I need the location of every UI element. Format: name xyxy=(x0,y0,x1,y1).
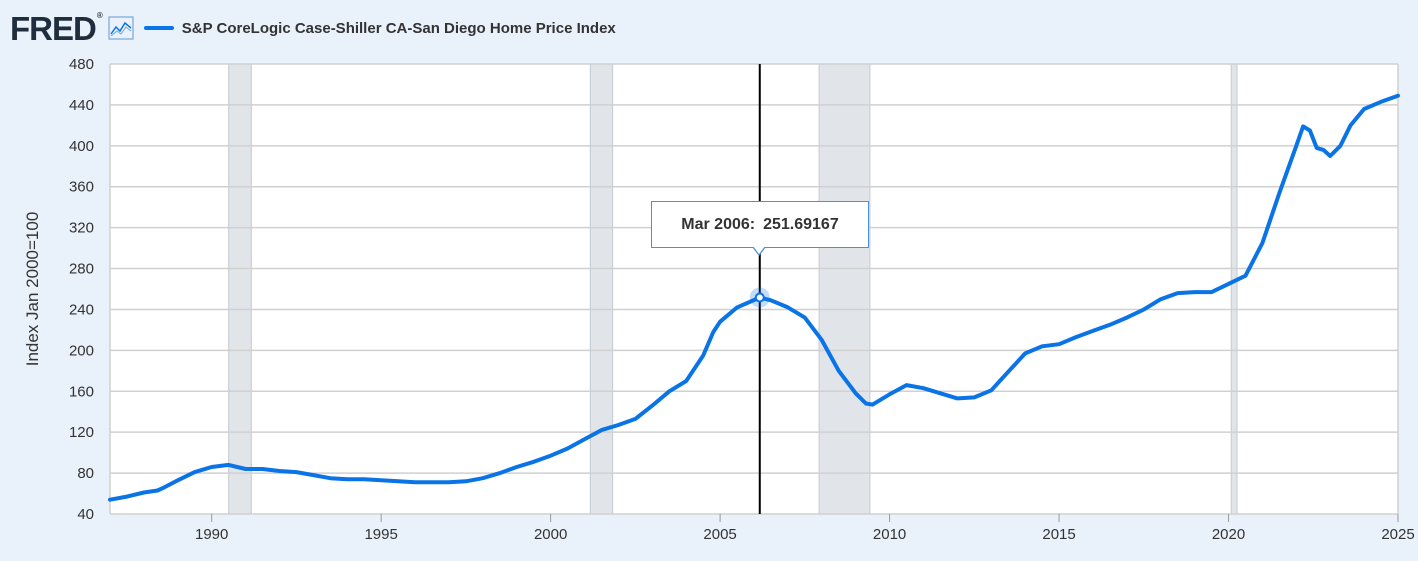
x-tick-label: 2005 xyxy=(703,526,736,543)
highlight-point-layer xyxy=(749,287,770,308)
y-tick-label: 360 xyxy=(69,179,94,196)
y-tick-label: 280 xyxy=(69,261,94,278)
y-tick-label: 240 xyxy=(69,301,94,318)
y-tick-label: 160 xyxy=(69,383,94,400)
series-line-0[interactable] xyxy=(108,93,1400,502)
recession-band-0 xyxy=(228,63,252,515)
y-tick-label: 200 xyxy=(69,342,94,359)
y-tick-label: 80 xyxy=(77,465,94,482)
chart-header: FRED® S&P CoreLogic Case-Shiller CA-San … xyxy=(10,10,616,46)
x-tick-label: 2000 xyxy=(534,526,567,543)
x-tick-label: 2025 xyxy=(1381,526,1414,543)
tooltip-date: Mar 2006: xyxy=(681,215,756,233)
y-tick-label: 480 xyxy=(69,56,94,73)
fred-graph-icon xyxy=(108,16,134,40)
gridlines xyxy=(109,63,1399,515)
x-tick-label: 2020 xyxy=(1212,526,1245,543)
y-tick-label: 120 xyxy=(69,424,94,441)
x-tick-label: 2015 xyxy=(1042,526,1075,543)
fred-logo-reg: ® xyxy=(96,10,103,20)
x-axis-ticks: 1990 1995 2000 2005 2010 2015 2020 2025 xyxy=(195,514,1415,543)
plot-area xyxy=(110,64,1398,514)
recession-band-2 xyxy=(818,63,871,515)
y-tick-label: 40 xyxy=(77,506,94,523)
tooltip-arrow-inner xyxy=(753,246,765,254)
legend-series-label: S&P CoreLogic Case-Shiller CA-San Diego … xyxy=(181,19,616,37)
x-tick-label: 2010 xyxy=(873,526,906,543)
recession-band-3 xyxy=(1230,63,1238,515)
highlight-point[interactable] xyxy=(754,292,765,303)
fred-logo[interactable]: FRED® xyxy=(10,9,103,47)
y-tick-label: 440 xyxy=(69,97,94,114)
y-axis-ticks: 40 80 120 160 200 240 280 320 360 400 440 480 xyxy=(69,56,94,523)
y-axis-label: Index Jan 2000=100 xyxy=(23,212,42,367)
legend-swatch xyxy=(143,26,174,30)
y-tick-label: 320 xyxy=(69,220,94,237)
recession-band-1 xyxy=(589,63,614,515)
x-tick-label: 1990 xyxy=(195,526,228,543)
y-tick-label: 400 xyxy=(69,138,94,155)
tooltip-value: 251.69167 xyxy=(763,215,839,233)
fred-logo-text: FRED xyxy=(10,9,97,47)
legend: S&P CoreLogic Case-Shiller CA-San Diego … xyxy=(143,19,616,37)
tooltip: Mar 2006: 251.69167 xyxy=(651,201,869,248)
x-tick-label: 1995 xyxy=(364,526,397,543)
series-layer xyxy=(108,93,1400,502)
